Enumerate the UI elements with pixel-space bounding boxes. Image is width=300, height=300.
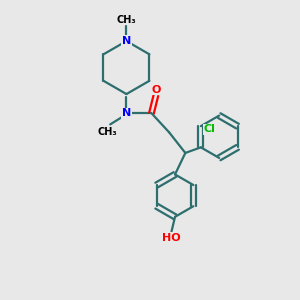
Text: O: O [151,85,160,94]
Text: N: N [122,108,131,118]
Text: CH₃: CH₃ [98,127,117,137]
Text: Cl: Cl [204,124,216,134]
Text: CH₃: CH₃ [117,15,136,25]
Text: N: N [122,36,131,46]
Text: HO: HO [162,233,181,243]
